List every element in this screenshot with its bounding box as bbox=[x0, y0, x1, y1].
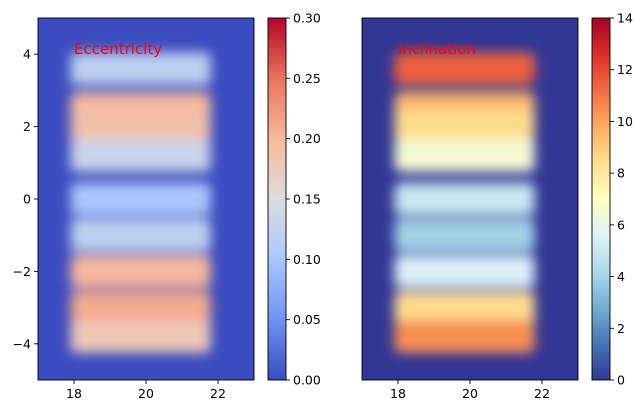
eccentricity-panel: Eccentricity 18 20 22 −4 −2 0 2 4 0.00 0.05 0.10… bbox=[13, 11, 321, 401]
colorbar-tick-label: 6 bbox=[617, 217, 625, 232]
inclination-colorbar-ticks: 0 2 4 6 8 10 12 14 bbox=[610, 11, 633, 388]
eccentricity-colorbar-ticks: 0.00 0.05 0.10 0.15 0.20 0.25 0.30 bbox=[286, 11, 321, 388]
colorbar-tick-label: 0.30 bbox=[293, 11, 321, 26]
heatmap-band bbox=[394, 139, 535, 172]
heatmap-band bbox=[394, 110, 535, 143]
y-tick-label: 2 bbox=[23, 119, 31, 134]
x-tick-label: 18 bbox=[390, 386, 406, 401]
x-tick-label: 20 bbox=[138, 386, 154, 401]
colorbar-tick-label: 8 bbox=[617, 166, 625, 181]
heatmap-band bbox=[394, 182, 535, 216]
colorbar-tick-label: 0.00 bbox=[293, 373, 321, 388]
colorbar-tick-label: 12 bbox=[617, 62, 633, 77]
inclination-colorbar: 0 2 4 6 8 10 12 14 bbox=[591, 11, 633, 388]
eccentricity-heatmap-bands bbox=[70, 52, 211, 353]
heatmap-band bbox=[70, 52, 211, 85]
colorbar-tick-label: 0.05 bbox=[293, 312, 321, 327]
inclination-annotation: Inclination bbox=[398, 40, 476, 58]
eccentricity-x-axis: 18 20 22 bbox=[66, 380, 226, 401]
y-tick-label: 0 bbox=[23, 192, 31, 207]
x-tick-label: 22 bbox=[534, 386, 550, 401]
y-tick-label: −4 bbox=[13, 336, 31, 351]
eccentricity-colorbar: 0.00 0.05 0.10 0.15 0.20 0.25 0.30 bbox=[267, 11, 321, 388]
colorbar-tick-label: 4 bbox=[617, 269, 625, 284]
colorbar-tick-label: 0.15 bbox=[293, 192, 321, 207]
eccentricity-annotation: Eccentricity bbox=[74, 40, 162, 58]
heatmap-band bbox=[394, 291, 535, 324]
heatmap-band bbox=[70, 110, 211, 143]
inclination-colorbar-gradient bbox=[591, 17, 611, 381]
colorbar-tick-label: 0 bbox=[617, 373, 625, 388]
eccentricity-colorbar-gradient bbox=[267, 17, 287, 381]
colorbar-tick-label: 0.10 bbox=[293, 252, 321, 267]
inclination-panel: Inclination 18 20 22 0 2 4 6 8 10 12 14 bbox=[361, 11, 633, 401]
x-tick-label: 22 bbox=[210, 386, 226, 401]
x-tick-label: 20 bbox=[462, 386, 478, 401]
heatmap-band bbox=[394, 218, 535, 252]
colorbar-tick-label: 14 bbox=[617, 11, 633, 26]
heatmap-band bbox=[394, 52, 535, 85]
y-tick-label: −2 bbox=[13, 264, 31, 279]
inclination-heatmap-bands bbox=[394, 52, 535, 353]
inclination-x-axis: 18 20 22 bbox=[390, 380, 550, 401]
heatmap-band bbox=[70, 218, 211, 252]
heatmap-band bbox=[70, 139, 211, 172]
x-tick-label: 18 bbox=[66, 386, 82, 401]
eccentricity-y-axis: −4 −2 0 2 4 bbox=[13, 47, 38, 351]
heatmap-band bbox=[70, 182, 211, 216]
heatmap-band bbox=[70, 320, 211, 353]
colorbar-tick-label: 0.20 bbox=[293, 131, 321, 146]
heatmap-band bbox=[394, 255, 535, 288]
colorbar-tick-label: 2 bbox=[617, 321, 625, 336]
colorbar-tick-label: 10 bbox=[617, 114, 633, 129]
heatmap-band bbox=[70, 255, 211, 288]
colorbar-tick-label: 0.25 bbox=[293, 71, 321, 86]
y-tick-label: 4 bbox=[23, 47, 31, 62]
heatmap-band bbox=[70, 291, 211, 324]
heatmap-band bbox=[394, 320, 535, 353]
